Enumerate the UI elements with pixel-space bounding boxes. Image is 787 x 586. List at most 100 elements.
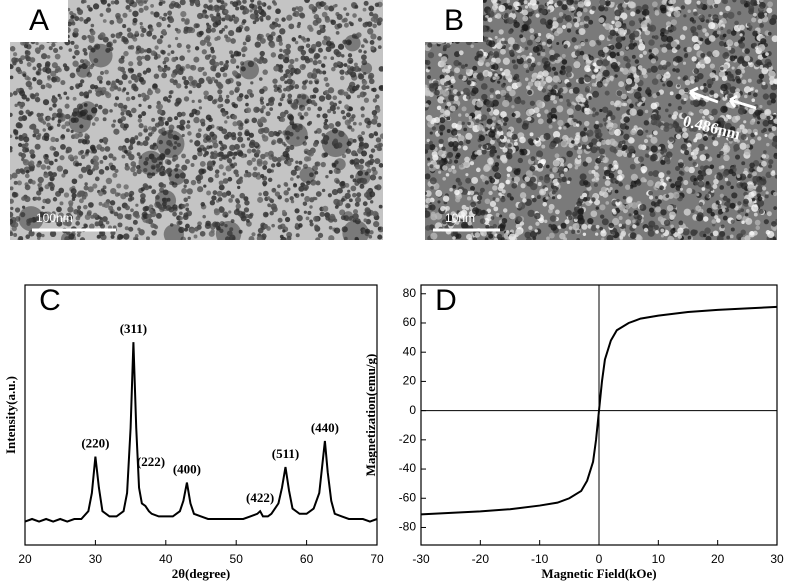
x-tick-label: -10 xyxy=(531,552,549,566)
texture xyxy=(612,141,618,147)
particle xyxy=(137,73,142,78)
particle xyxy=(355,202,360,207)
texture xyxy=(549,174,554,179)
particle xyxy=(293,184,297,188)
texture xyxy=(688,157,692,161)
particle xyxy=(202,49,207,54)
particle xyxy=(121,155,125,159)
y-tick-label: -60 xyxy=(399,490,417,504)
particle xyxy=(219,206,224,211)
texture xyxy=(746,209,750,213)
particle xyxy=(225,165,231,171)
texture xyxy=(567,181,571,185)
particle xyxy=(46,123,50,127)
particle xyxy=(315,161,320,166)
texture xyxy=(527,90,532,95)
texture xyxy=(641,97,645,101)
texture xyxy=(525,5,528,8)
texture xyxy=(543,133,550,140)
particle xyxy=(80,150,84,154)
particle xyxy=(271,141,275,145)
texture xyxy=(723,155,729,161)
texture xyxy=(655,120,662,127)
x-tick-label: 20 xyxy=(711,552,725,566)
texture xyxy=(487,158,494,165)
particle xyxy=(324,122,328,126)
particle xyxy=(287,94,292,99)
particle xyxy=(329,170,333,174)
texture xyxy=(547,39,553,45)
particle xyxy=(203,72,208,77)
particle xyxy=(354,86,359,91)
texture xyxy=(500,197,505,202)
particle xyxy=(257,0,262,5)
texture xyxy=(514,97,521,104)
particle xyxy=(342,116,346,120)
particle xyxy=(244,26,250,32)
texture xyxy=(450,85,453,88)
particle xyxy=(304,156,310,162)
particle xyxy=(207,161,213,167)
particle xyxy=(181,154,186,159)
texture xyxy=(722,52,729,59)
texture xyxy=(775,175,779,179)
texture xyxy=(749,163,755,169)
particle xyxy=(198,128,202,132)
texture xyxy=(766,230,771,235)
texture xyxy=(442,165,447,170)
texture xyxy=(548,224,552,228)
texture xyxy=(639,41,643,45)
texture xyxy=(751,204,758,211)
texture xyxy=(496,94,501,99)
texture xyxy=(667,205,674,212)
texture xyxy=(648,221,655,228)
particle xyxy=(353,122,357,126)
cluster xyxy=(78,101,97,120)
texture xyxy=(699,202,703,206)
texture xyxy=(753,93,758,98)
texture xyxy=(494,172,501,179)
particle xyxy=(107,3,111,7)
particle xyxy=(257,235,263,241)
texture xyxy=(623,134,629,140)
particle xyxy=(335,205,339,209)
particle xyxy=(171,57,176,62)
particle xyxy=(363,218,367,222)
particle xyxy=(188,237,191,240)
particle xyxy=(99,80,103,84)
particle xyxy=(247,137,250,140)
texture xyxy=(609,187,612,190)
texture xyxy=(678,76,681,79)
particle xyxy=(280,117,285,122)
particle xyxy=(117,206,121,210)
particle xyxy=(135,31,139,35)
texture xyxy=(660,151,664,155)
particle xyxy=(358,18,362,22)
texture xyxy=(602,218,609,225)
particle xyxy=(115,79,119,83)
texture xyxy=(579,28,586,35)
texture xyxy=(764,219,769,224)
particle xyxy=(246,219,250,223)
texture xyxy=(615,180,619,184)
texture xyxy=(744,56,750,62)
particle xyxy=(39,44,45,50)
particle xyxy=(53,48,58,53)
particle xyxy=(215,169,220,174)
texture xyxy=(531,195,534,198)
particle xyxy=(63,114,66,117)
texture xyxy=(476,150,482,156)
texture xyxy=(563,126,567,130)
texture xyxy=(703,216,708,221)
particle xyxy=(234,51,240,57)
texture xyxy=(595,69,598,72)
texture xyxy=(528,12,533,17)
texture xyxy=(488,131,495,138)
texture xyxy=(739,33,742,36)
particle xyxy=(162,68,167,73)
texture xyxy=(604,83,607,86)
texture xyxy=(540,159,546,165)
texture xyxy=(522,9,528,15)
texture xyxy=(558,126,561,129)
texture xyxy=(439,125,445,131)
